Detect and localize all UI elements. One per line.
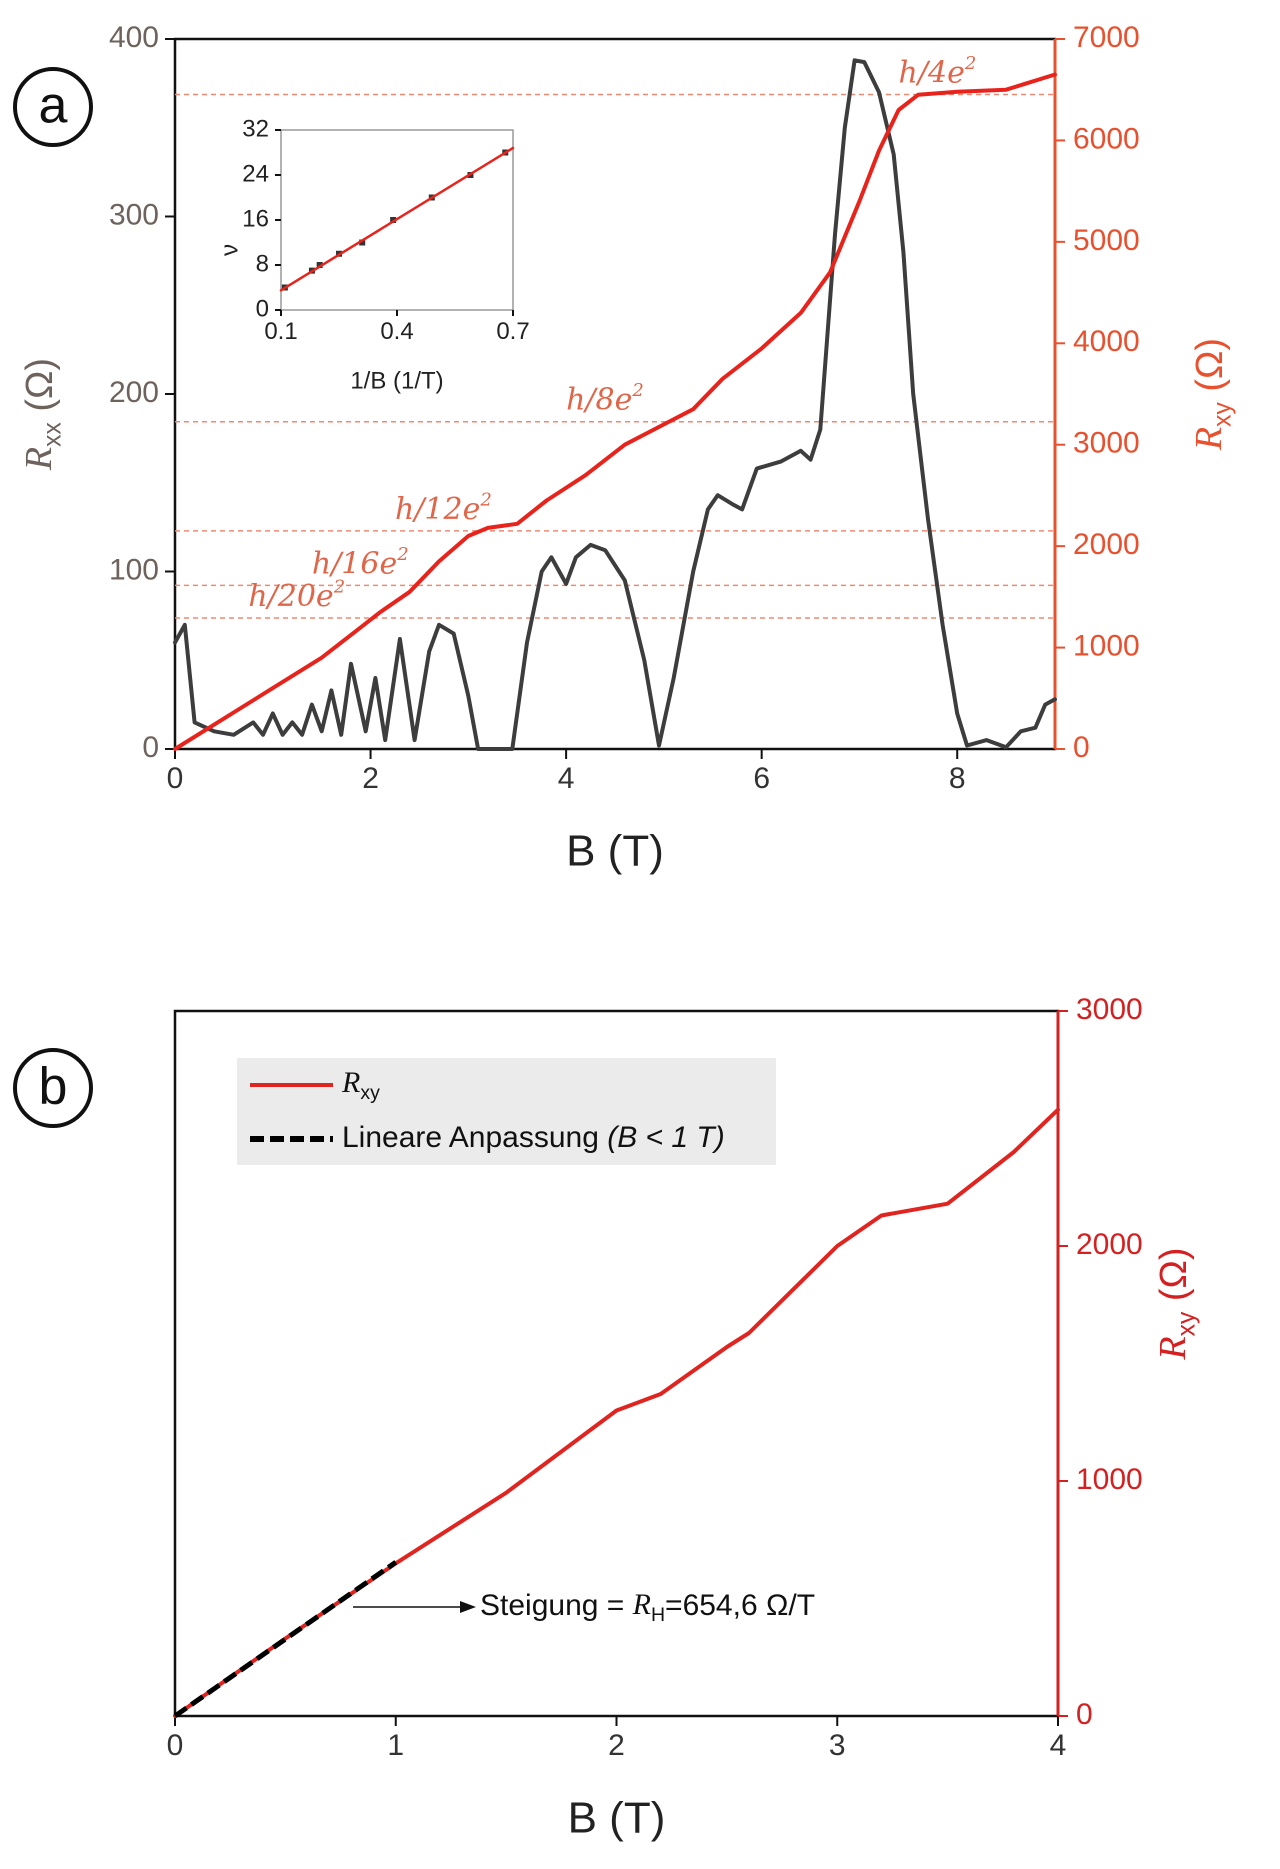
annotation-part: Steigung = [480, 1589, 633, 1622]
x-axis-label: B (T) [566, 827, 664, 876]
data-point [316, 262, 323, 268]
legend-label-part: (B < 1 T) [607, 1121, 725, 1154]
panel-letter: b [39, 1058, 68, 1116]
x-tick-label: 2 [608, 1729, 625, 1762]
level-label-part: h/12e [395, 492, 480, 527]
y2-tick-label: 6000 [1073, 122, 1140, 155]
data-line [173, 58, 1057, 751]
x-tick-label: 4 [558, 762, 575, 795]
y2-axis-label-part: (Ω) [1153, 1247, 1195, 1311]
y-tick-label: 100 [109, 553, 159, 586]
legend-box [237, 1058, 776, 1165]
level-label-part: h/4e [899, 55, 965, 90]
y2-axis-label: Rxy (Ω) [1152, 1247, 1200, 1360]
y2-tick-label: 7000 [1073, 21, 1140, 54]
y2-tick-label: 4000 [1073, 325, 1140, 358]
x-axis-label: B (T) [568, 1794, 666, 1843]
annotation-part: H [651, 1604, 665, 1626]
level-label: h/8e2 [566, 380, 644, 418]
y2-axis-label-part: R [1188, 427, 1230, 451]
y2-axis-label-part: xy [1173, 1311, 1200, 1336]
y-axis-label-part: xx [39, 422, 66, 447]
y2-axis-label-part: R [1152, 1336, 1194, 1360]
y-tick-label: 8 [256, 250, 269, 277]
x-tick-label: 6 [753, 762, 770, 795]
panel-badge [13, 1048, 93, 1128]
y-tick-label: 0 [256, 295, 269, 322]
level-label-part: h/16e [312, 546, 397, 581]
y2-tick-label: 2000 [1073, 528, 1140, 561]
x-axis-label: 1/B (1/T) [350, 367, 443, 394]
data-point [390, 217, 397, 223]
data-line [279, 146, 515, 292]
level-label-part: 2 [333, 577, 345, 598]
y-tick-label: 32 [242, 115, 269, 142]
x-tick-label: 0.1 [264, 318, 297, 345]
y-tick-label: 400 [109, 21, 159, 54]
level-label-part: 2 [631, 380, 643, 401]
y-tick-label: 200 [109, 376, 159, 409]
y2-tick-label: 1000 [1073, 629, 1140, 662]
level-label: h/20e2 [248, 577, 345, 615]
y2-axis-label-part: (Ω) [1189, 338, 1231, 402]
y-tick-label: 24 [242, 160, 269, 187]
panel-letter: a [39, 77, 68, 135]
annotation-arrowhead [460, 1601, 476, 1613]
y2-axis-label-part: xy [1209, 402, 1236, 427]
y2-axis-label: Rxy (Ω) [1188, 338, 1236, 451]
y2-tick-label: 3000 [1076, 993, 1143, 1026]
level-label-part: h/20e [248, 579, 333, 614]
legend-label-part: R [341, 1066, 360, 1099]
y-tick-label: 300 [109, 198, 159, 231]
annotation-part: R [632, 1588, 651, 1621]
x-tick-label: 3 [829, 1729, 846, 1762]
legend-label-part: xy [360, 1082, 380, 1104]
x-tick-label: 8 [949, 762, 966, 795]
data-line [173, 72, 1057, 751]
y-axis-label-part: R [18, 447, 60, 471]
x-tick-label: 4 [1050, 1729, 1067, 1762]
y-tick-label: 16 [242, 205, 269, 232]
level-label: h/12e2 [395, 489, 492, 527]
y-axis-label: Rxx (Ω) [18, 358, 66, 471]
level-label: h/4e2 [899, 53, 977, 91]
level-label-part: 2 [964, 53, 976, 74]
x-tick-label: 0.4 [380, 318, 413, 345]
y-axis-label: ν [216, 244, 243, 256]
x-tick-label: 0.7 [496, 318, 529, 345]
y-tick-label: 0 [142, 731, 159, 764]
legend-label: Rxy [341, 1066, 380, 1104]
x-tick-label: 0 [167, 762, 184, 795]
x-tick-label: 2 [362, 762, 379, 795]
legend-label-part: Lineare Anpassung [342, 1121, 607, 1154]
panel-badge [13, 67, 93, 147]
y2-tick-label: 0 [1073, 731, 1090, 764]
level-label-part: 2 [396, 544, 408, 565]
x-tick-label: 0 [167, 1729, 184, 1762]
data-point [359, 239, 366, 246]
y2-tick-label: 1000 [1076, 1463, 1143, 1496]
legend-label: Lineare Anpassung (B < 1 T) [342, 1121, 725, 1154]
annotation-part: =654,6 Ω/T [665, 1589, 815, 1622]
level-label: h/16e2 [312, 544, 409, 582]
data-line [173, 1560, 398, 1719]
level-label-part: 2 [479, 489, 491, 510]
level-label-part: h/8e [566, 383, 632, 418]
annotation: Steigung = RH=654,6 Ω/T [480, 1588, 815, 1626]
x-tick-label: 1 [387, 1729, 404, 1762]
y2-tick-label: 0 [1076, 1698, 1093, 1731]
y-axis-label-part: (Ω) [19, 358, 61, 422]
y2-tick-label: 2000 [1076, 1228, 1143, 1261]
y2-tick-label: 3000 [1073, 427, 1140, 460]
y2-tick-label: 5000 [1073, 224, 1140, 257]
